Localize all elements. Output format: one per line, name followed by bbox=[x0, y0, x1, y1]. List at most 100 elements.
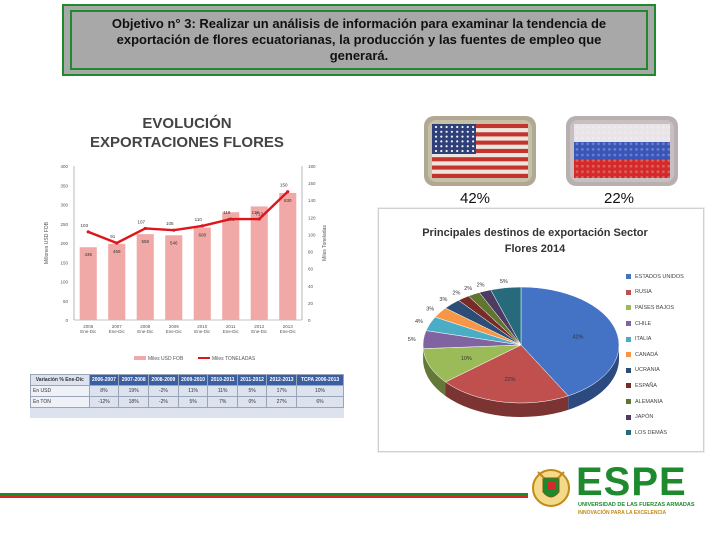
usa-stripe bbox=[432, 140, 528, 145]
usa-star bbox=[450, 125, 453, 129]
table-cell: -2% bbox=[148, 385, 179, 397]
usa-star bbox=[434, 145, 438, 148]
russia-bead bbox=[597, 131, 600, 134]
usa-star bbox=[445, 140, 448, 143]
russia-bead bbox=[613, 159, 617, 162]
pie-legend-label: ESTADOS UNIDOS bbox=[635, 273, 684, 280]
russia-bead bbox=[640, 176, 644, 179]
pie-legend-item: CANADÁ bbox=[626, 347, 704, 363]
russia-bead bbox=[591, 170, 595, 174]
russia-bead bbox=[656, 159, 660, 162]
tonnes-point bbox=[86, 230, 90, 234]
russia-bead bbox=[667, 176, 671, 179]
usa-stripe bbox=[432, 148, 528, 154]
russia-bead bbox=[635, 170, 638, 174]
usa-star bbox=[450, 149, 453, 153]
usa-flag-icon bbox=[424, 116, 536, 186]
russia-bead bbox=[651, 142, 654, 146]
pie-legend-label: CHILE bbox=[635, 320, 652, 327]
table-cell: 17% bbox=[266, 385, 297, 397]
bar bbox=[165, 235, 183, 320]
table-row-label: En TON bbox=[30, 396, 90, 408]
usa-stripe bbox=[432, 173, 528, 178]
table-row: En TON -12% 18% -2% 5% 7% 0% 27% 6% bbox=[30, 396, 344, 408]
russia-bead bbox=[635, 131, 638, 134]
russia-bead bbox=[629, 125, 633, 129]
russia-bead bbox=[581, 148, 584, 151]
russia-bead bbox=[597, 125, 600, 129]
usa-star bbox=[466, 140, 469, 143]
russia-bead bbox=[629, 164, 633, 168]
russia-bead bbox=[575, 170, 579, 174]
russia-bead bbox=[662, 131, 665, 134]
right-tick-label: 100 bbox=[308, 232, 316, 237]
russia-bead bbox=[618, 148, 622, 151]
table-header-cell: 2009-2010 bbox=[177, 374, 209, 386]
bar-value-label: 558 bbox=[141, 239, 149, 244]
pie-legend-swatch bbox=[626, 305, 631, 311]
usa-star bbox=[472, 135, 475, 138]
usa-star bbox=[456, 130, 459, 133]
tonnes-value-label: 110 bbox=[195, 217, 203, 222]
pie-legend-item: ITALIA bbox=[626, 331, 704, 347]
russia-bead bbox=[575, 131, 579, 134]
russia-bead bbox=[651, 153, 654, 157]
table-header-cell: 2006-2007 bbox=[88, 374, 120, 386]
russia-bead bbox=[635, 136, 638, 140]
bar-value-label: 436 bbox=[84, 252, 92, 257]
table-cell: -2% bbox=[148, 396, 179, 408]
russia-bead bbox=[624, 153, 627, 157]
pie-legend-label: ESPAÑA bbox=[635, 382, 657, 389]
pie-slice-label: 2% bbox=[477, 283, 485, 289]
russia-bead bbox=[635, 159, 638, 162]
russia-bead bbox=[656, 164, 660, 168]
russia-bead bbox=[608, 131, 611, 134]
usa-star bbox=[461, 130, 464, 133]
russia-bead bbox=[667, 170, 671, 174]
left-axis-label: Millones USD FOB bbox=[44, 221, 50, 264]
table-header-cell: 2012-2013 bbox=[266, 374, 297, 386]
russia-percent: 22% bbox=[604, 190, 635, 207]
russia-bead bbox=[640, 131, 644, 134]
russia-bead bbox=[608, 142, 611, 146]
usa-star bbox=[450, 130, 453, 133]
pie-slice-label: 3% bbox=[426, 306, 434, 312]
russia-bead bbox=[586, 142, 590, 146]
left-tick-label: 50 bbox=[63, 299, 69, 304]
russia-bead bbox=[575, 159, 579, 162]
russia-bead bbox=[640, 153, 644, 157]
russia-bead bbox=[591, 131, 595, 134]
right-tick-label: 60 bbox=[308, 267, 314, 272]
usa-stripe bbox=[432, 124, 528, 129]
pie-legend-item: RUSIA bbox=[626, 285, 704, 301]
russia-bead bbox=[662, 164, 665, 168]
usa-star bbox=[466, 125, 469, 129]
table-header-cell: 2008-2009 bbox=[148, 374, 179, 386]
russia-bead bbox=[662, 153, 665, 157]
russia-bead bbox=[575, 153, 579, 157]
usa-star bbox=[434, 140, 438, 143]
russia-bead bbox=[645, 125, 649, 129]
russia-bead bbox=[640, 136, 644, 140]
table-cell: 5% bbox=[236, 385, 268, 397]
russia-bead bbox=[645, 136, 649, 140]
russia-bead bbox=[624, 125, 627, 129]
tonnes-point bbox=[286, 190, 290, 194]
russia-bead bbox=[618, 153, 622, 157]
bar bbox=[108, 243, 126, 320]
usa-stripe bbox=[432, 128, 528, 133]
russia-bead bbox=[608, 125, 611, 129]
pie-legend-label: UCRANIA bbox=[635, 367, 660, 374]
russia-bead bbox=[624, 148, 627, 151]
russia-bead bbox=[602, 125, 606, 129]
table-cell: 11% bbox=[207, 385, 238, 397]
usa-star bbox=[450, 135, 453, 138]
left-tick-label: 400 bbox=[60, 164, 68, 169]
pie-slice-label: 2% bbox=[464, 286, 472, 292]
russia-bead bbox=[624, 136, 627, 140]
x-tick-label: Ene-Dic bbox=[109, 329, 126, 334]
russia-bead bbox=[613, 142, 617, 146]
russia-bead bbox=[597, 170, 600, 174]
usa-star bbox=[466, 135, 469, 138]
russia-bead bbox=[656, 176, 660, 179]
